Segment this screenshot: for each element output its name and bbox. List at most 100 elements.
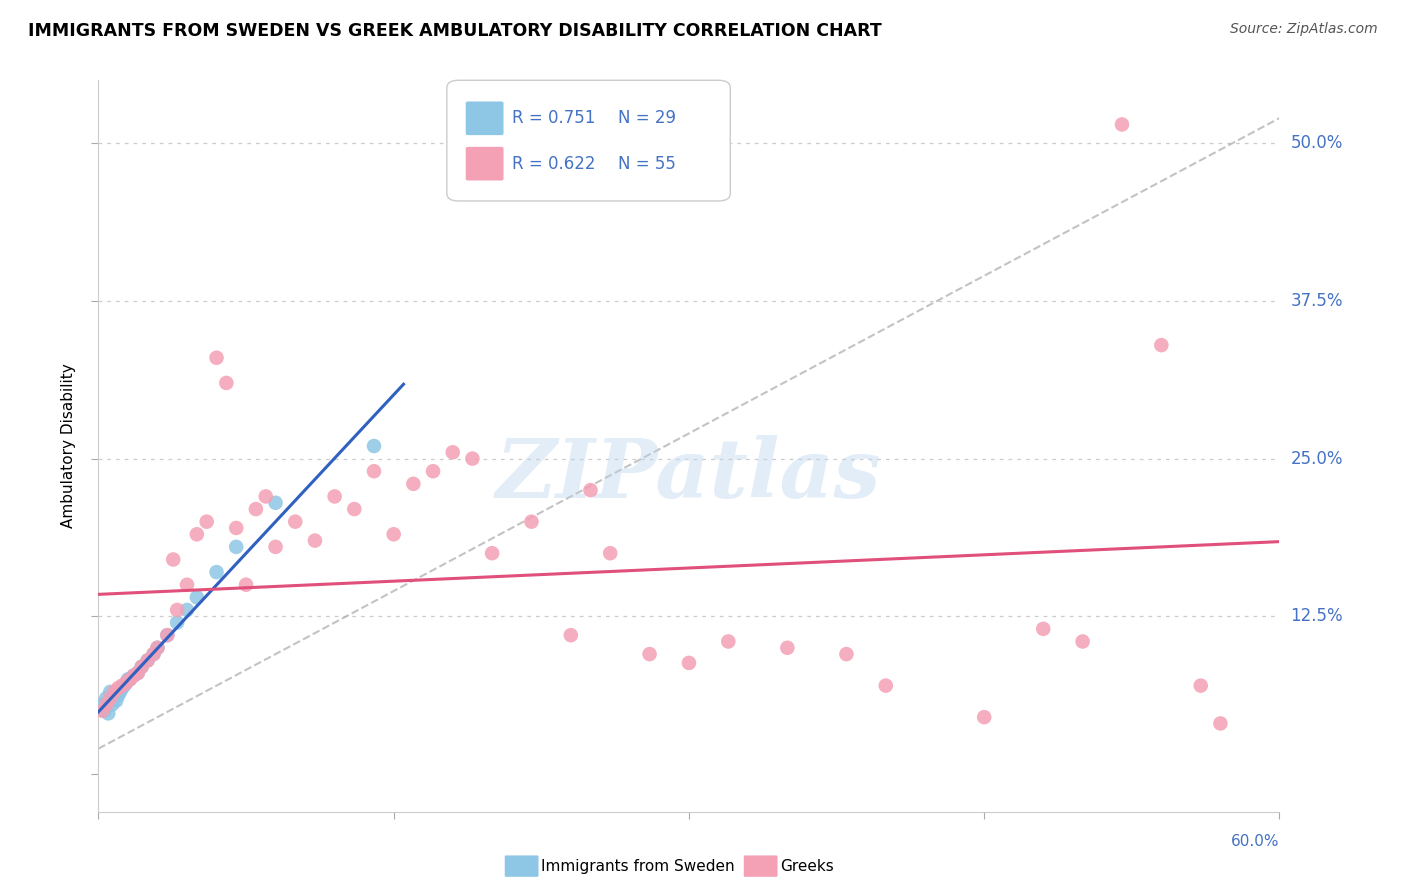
FancyBboxPatch shape [447,80,730,201]
Point [195,515,218,529]
Point [254,490,277,504]
Point [91,698,114,712]
Point [96,691,118,706]
Text: R = 0.751: R = 0.751 [512,110,595,128]
Point [131,659,153,673]
Point [111,679,134,693]
Point [91,704,114,718]
Point [1071,634,1094,648]
Point [186,527,208,541]
Point [481,546,503,560]
Point [136,653,159,667]
Point [717,634,740,648]
Point [264,496,287,510]
Text: 50.0%: 50.0% [1291,135,1343,153]
Point [108,685,131,699]
Point [579,483,602,497]
Point [103,685,125,699]
Point [1111,117,1133,131]
Point [225,521,247,535]
Point [1150,338,1173,352]
Point [215,376,238,390]
Point [245,502,267,516]
Text: 60.0%: 60.0% [1232,834,1279,848]
Point [115,676,138,690]
Point [97,706,120,721]
Point [205,565,228,579]
Point [98,691,121,706]
Text: N = 29: N = 29 [619,110,676,128]
Point [186,591,208,605]
Point [107,681,129,695]
Point [1032,622,1054,636]
Text: 12.5%: 12.5% [1291,607,1343,625]
Point [678,656,700,670]
Point [422,464,444,478]
Point [118,673,141,687]
Point [146,640,169,655]
Point [118,673,141,687]
Text: ZIPatlas: ZIPatlas [496,435,882,516]
Text: Source: ZipAtlas.com: Source: ZipAtlas.com [1230,22,1378,37]
Point [162,552,184,566]
Point [176,603,198,617]
Point [166,615,188,630]
Point [127,665,149,680]
FancyBboxPatch shape [465,102,503,136]
Point [323,490,346,504]
Point [127,665,149,680]
Point [131,659,153,673]
Text: N = 55: N = 55 [619,154,676,173]
Point [142,647,165,661]
Point [98,685,121,699]
Point [382,527,405,541]
Point [560,628,582,642]
Point [107,689,129,703]
Point [235,578,257,592]
Text: Greeks: Greeks [780,859,834,873]
Point [96,698,118,712]
Point [835,647,858,661]
Text: R = 0.622: R = 0.622 [512,154,595,173]
Point [136,653,159,667]
Point [875,679,897,693]
Point [776,640,799,655]
Point [93,704,115,718]
Point [284,515,307,529]
Point [103,691,125,706]
Point [441,445,464,459]
Point [402,476,425,491]
Point [363,439,385,453]
Point [111,681,134,695]
Point [142,647,165,661]
Text: IMMIGRANTS FROM SWEDEN VS GREEK AMBULATORY DISABILITY CORRELATION CHART: IMMIGRANTS FROM SWEDEN VS GREEK AMBULATO… [28,22,882,40]
Point [122,668,145,682]
Point [115,676,138,690]
Point [117,673,139,687]
Point [105,694,128,708]
Point [520,515,543,529]
Point [101,698,124,712]
Point [122,668,145,682]
Point [461,451,484,466]
FancyBboxPatch shape [465,147,503,180]
Y-axis label: Ambulatory Disability: Ambulatory Disability [60,364,76,528]
Point [638,647,661,661]
Point [1209,716,1232,731]
Point [166,603,188,617]
Point [156,628,179,642]
Point [973,710,995,724]
Point [599,546,621,560]
Point [363,464,385,478]
Point [264,540,287,554]
Point [1189,679,1212,693]
Text: 25.0%: 25.0% [1291,450,1343,467]
Point [225,540,247,554]
Point [146,640,169,655]
Point [205,351,228,365]
Point [156,628,179,642]
Point [176,578,198,592]
Text: Immigrants from Sweden: Immigrants from Sweden [541,859,735,873]
Text: 37.5%: 37.5% [1291,292,1343,310]
Point [343,502,366,516]
